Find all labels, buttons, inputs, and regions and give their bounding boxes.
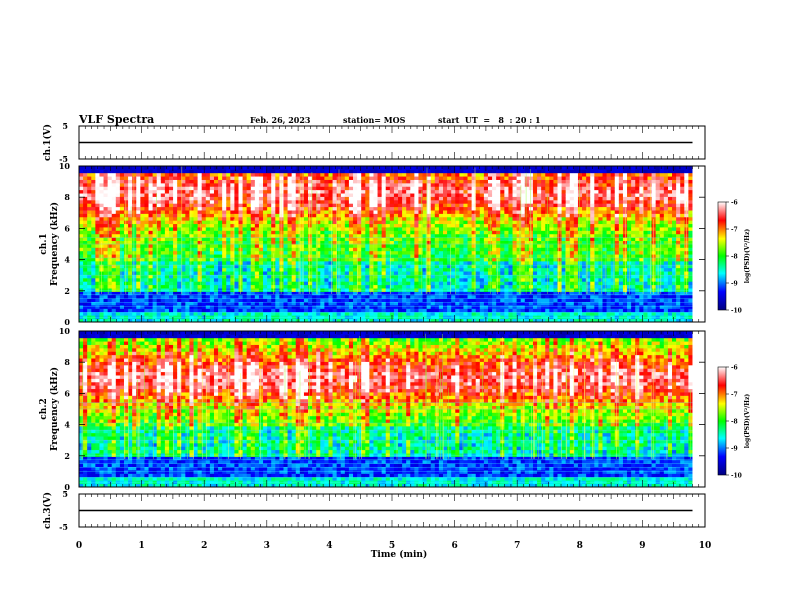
ch2-spectrogram-colorbar-label: log(PSD)(V²/Hz)	[744, 394, 751, 449]
ch2-spectrogram-colorbar	[717, 366, 727, 476]
ch2-spectrogram-ytick: 4	[64, 420, 70, 430]
ch1-spectrogram-colorbar-tick: -10	[731, 308, 742, 315]
x-tick-label: 1	[138, 541, 144, 551]
ch1-spectrogram-colorbar-tick: -6	[731, 200, 738, 207]
ch2-spectrogram-ylabel-2: Frequency (kHz)	[49, 367, 60, 451]
x-tick-label: 8	[577, 541, 583, 551]
ch1-spectrogram-ytick: 2	[64, 286, 70, 296]
x-tick-label: 9	[639, 541, 645, 551]
x-tick-label: 4	[326, 541, 332, 551]
ch1-spectrogram-ytick: 8	[64, 192, 70, 202]
ch2-spectrogram-ylabel: ch.2	[39, 398, 49, 419]
ch2-spectrogram-ytick: 10	[59, 326, 71, 336]
ch1-spectrogram-colorbar-tick: -7	[731, 227, 738, 234]
ch1-spectrogram-colorbar-label: log(PSD)(V²/Hz)	[744, 229, 751, 284]
ch2-spectrogram-ytick: 6	[64, 388, 70, 398]
ch2-spectrogram-colorbar-tick: -10	[731, 473, 742, 480]
chart-title: VLF Spectra	[79, 113, 155, 126]
x-tick-label: 3	[264, 541, 270, 551]
ch2-spectrogram	[79, 331, 705, 488]
ch2-spectrogram-colorbar-tick: -9	[731, 446, 738, 453]
date-label: Feb. 26, 2023	[250, 115, 311, 125]
ch2-spectrogram-colorbar-tick: -6	[731, 365, 738, 372]
ch2-spectrogram-ytick: 0	[64, 482, 70, 492]
ch2-spectrogram-ytick: 2	[64, 451, 70, 461]
ch2-spectrogram-colorbar-tick: -8	[731, 419, 738, 426]
ch2-spectrogram-colorbar-tick: -7	[731, 392, 738, 399]
x-tick-label: 10	[699, 541, 712, 551]
station-label: station= MOS	[343, 115, 406, 125]
x-tick-label: 0	[76, 541, 82, 551]
ch2-spectrogram-ytick: 8	[64, 357, 70, 367]
ch1-spectrogram-ylabel: ch.1	[39, 233, 49, 254]
x-tick-label: 2	[201, 541, 207, 551]
ch1-voltage-ytick: 5	[62, 121, 68, 131]
x-tick-label: 6	[451, 541, 457, 551]
ch1-voltage-ylabel: ch.1(V)	[42, 124, 53, 161]
ch1-spectrogram-ytick: 0	[64, 317, 70, 327]
ch1-spectrogram-colorbar-tick: -9	[731, 281, 738, 288]
ch1-voltage-ytick: -5	[59, 154, 68, 164]
x-tick-label: 7	[514, 541, 520, 551]
ch1-spectrogram-colorbar-tick: -8	[731, 254, 738, 261]
ch3-voltage-ytick: 5	[62, 489, 68, 499]
ch3-voltage-ytick: -5	[59, 522, 68, 532]
ch1-spectrogram-ytick: 4	[64, 255, 70, 265]
ch1-spectrogram	[79, 166, 705, 323]
start-time-label: start UT = 8 : 20 : 1	[438, 115, 541, 125]
ch1-spectrogram-ytick: 6	[64, 223, 70, 233]
ch1-spectrogram-ytick: 10	[59, 161, 71, 171]
x-tick-label: 5	[389, 541, 395, 551]
x-axis-label: Time (min)	[371, 549, 428, 560]
ch1-spectrogram-colorbar	[717, 201, 727, 311]
ch1-spectrogram-ylabel-2: Frequency (kHz)	[49, 202, 60, 286]
ch3-voltage-ylabel: ch.3(V)	[42, 492, 53, 529]
